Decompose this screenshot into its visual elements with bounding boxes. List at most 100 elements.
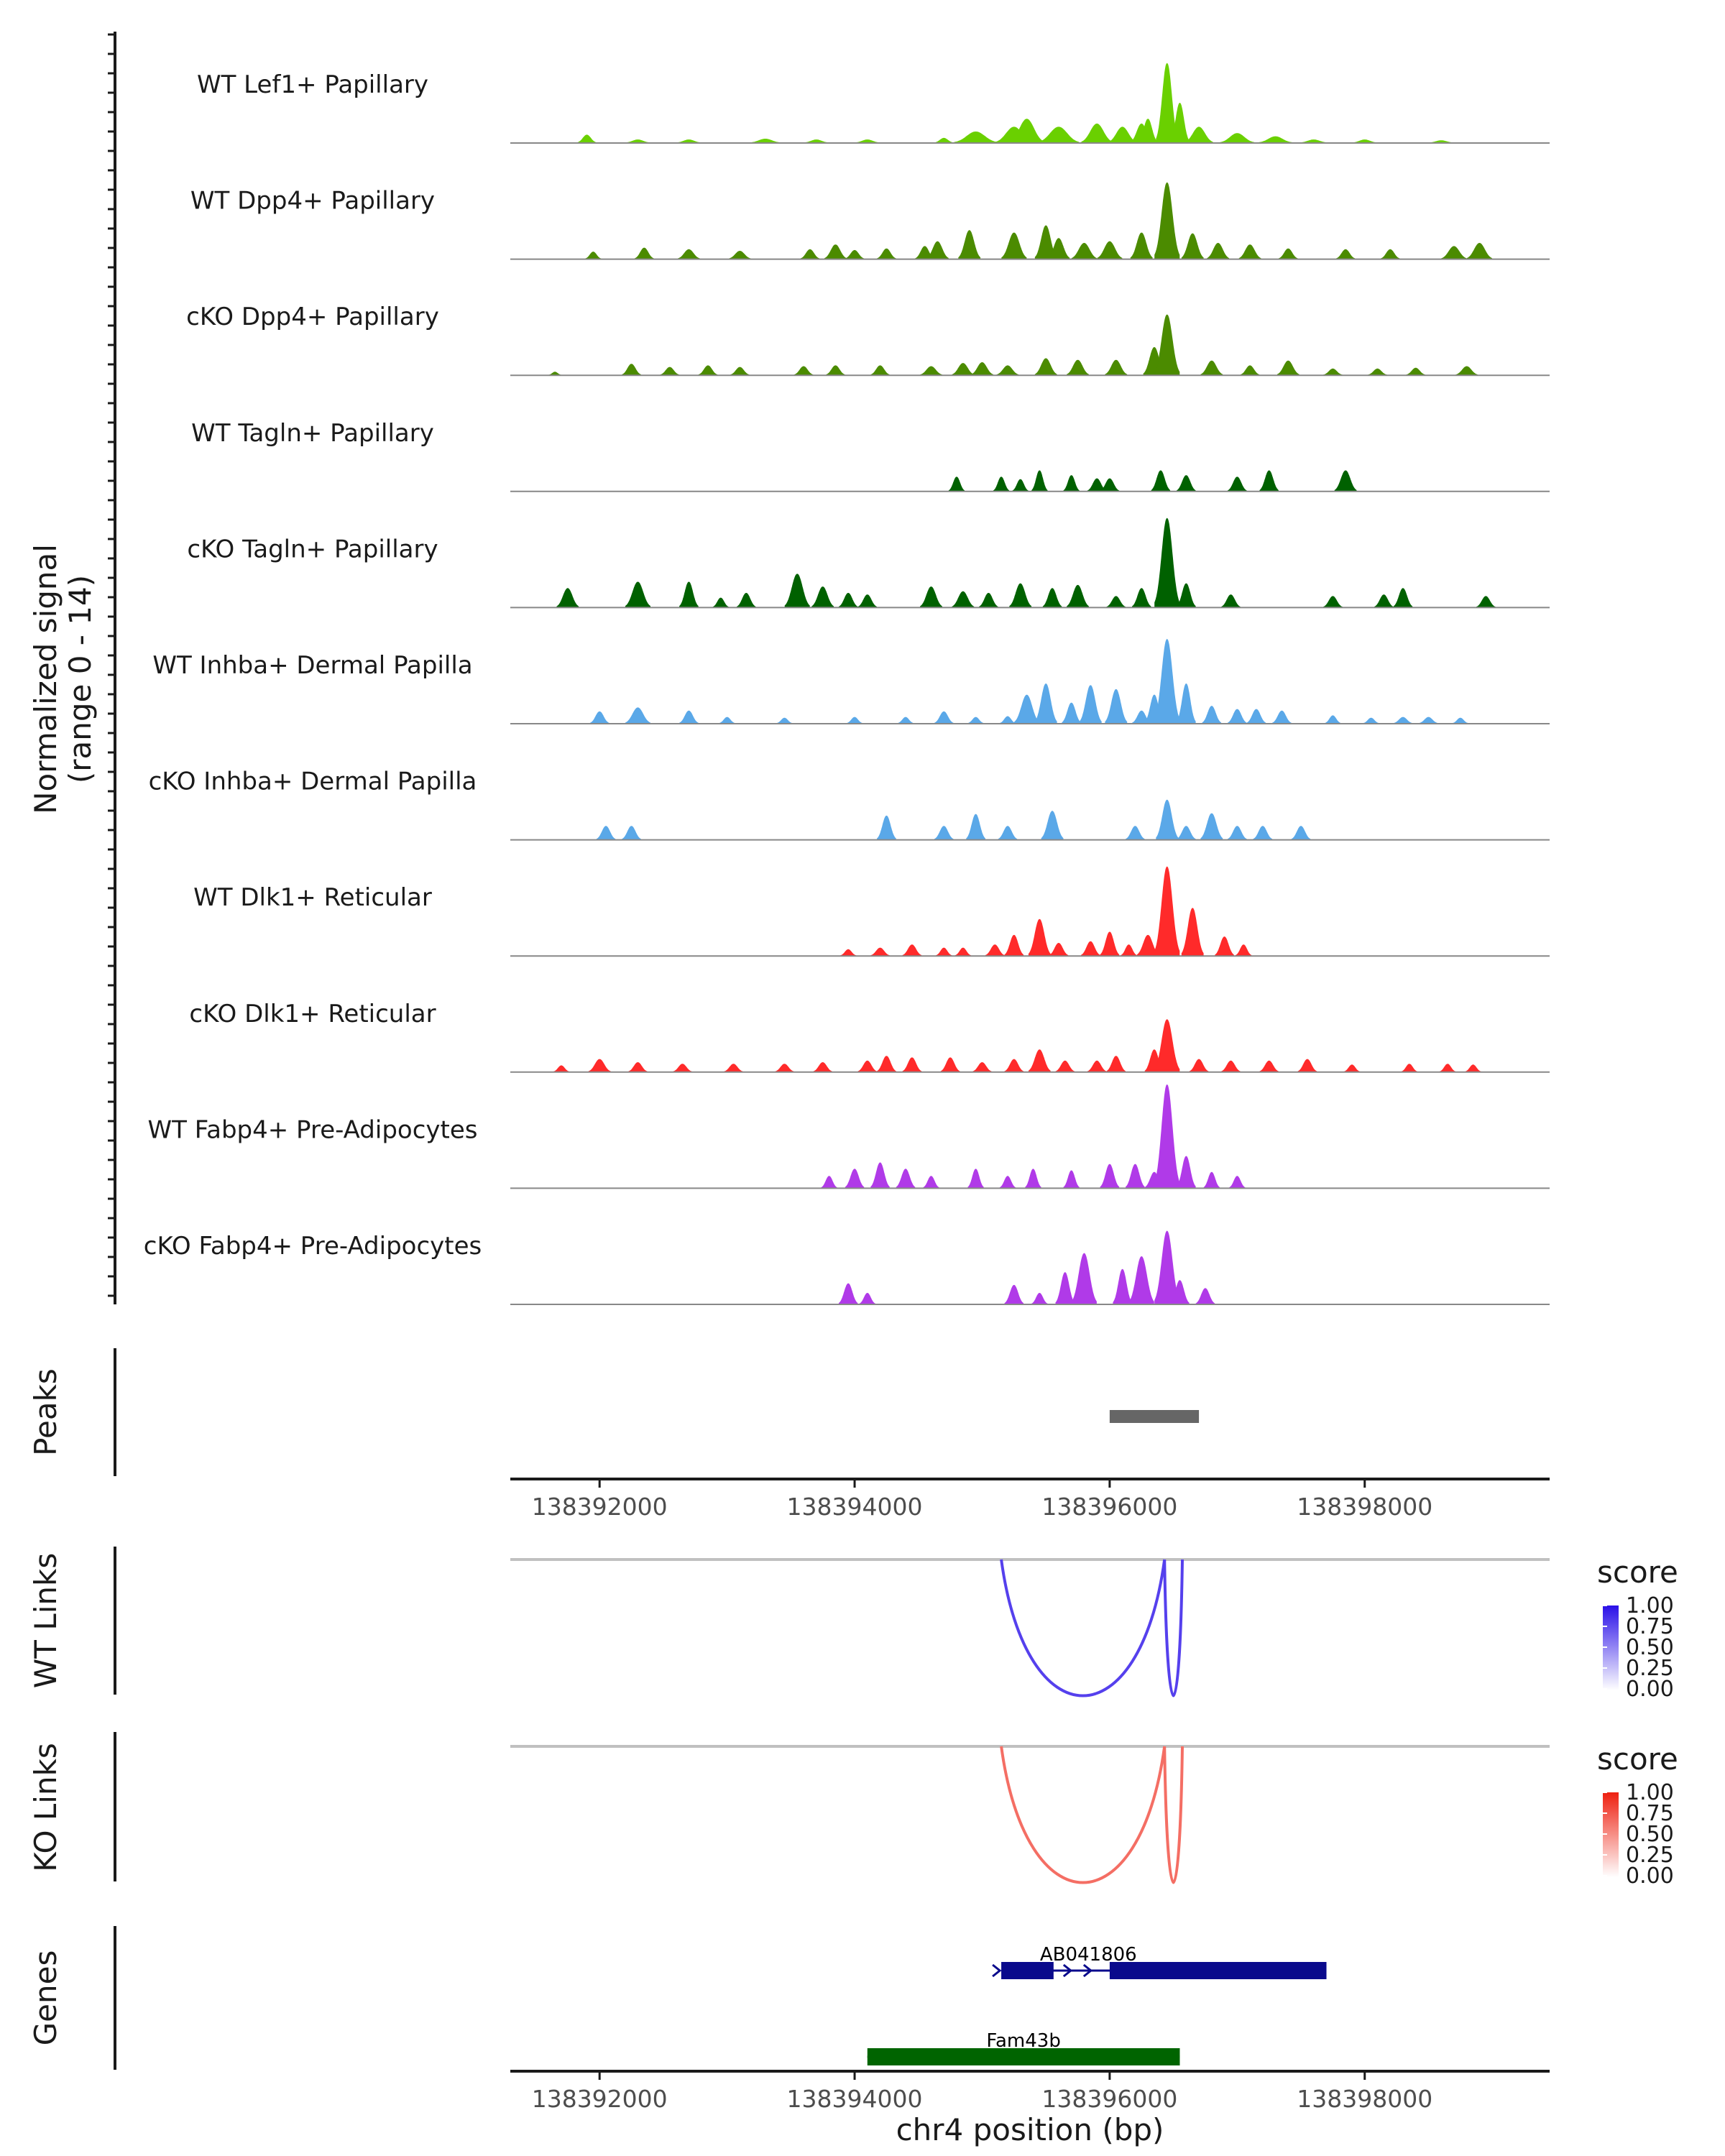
peaks-track-label: Peaks: [28, 1368, 63, 1456]
links-tracks: [510, 1558, 1550, 1884]
ko-legend-ticks: 1.000.750.500.250.00: [1603, 1780, 1674, 1889]
coverage-peak: [678, 249, 700, 260]
coverage-track: cKO Dpp4+ Papillary: [186, 303, 1550, 377]
coverage-peak: [1105, 688, 1128, 724]
coverage-peak: [719, 717, 735, 724]
coverage-peak: [1276, 360, 1300, 376]
coverage-peak: [1258, 136, 1293, 144]
coverage-peak: [1181, 233, 1204, 260]
coverage-peak: [585, 252, 602, 260]
coverage-peak: [877, 1056, 896, 1073]
coverage-peak: [1049, 942, 1069, 957]
coverage-peak: [1154, 866, 1180, 957]
coverage-peak: [877, 248, 896, 260]
coverage-peak: [877, 815, 896, 841]
coverage-peak: [1441, 246, 1467, 260]
coverage-peak: [948, 476, 965, 492]
coverage-peak: [857, 1060, 878, 1073]
coverage-peak: [1476, 596, 1496, 608]
coverage-track-label: WT Dlk1+ Reticular: [193, 883, 432, 912]
coverage-peak: [1228, 709, 1247, 724]
coverage-peak: [1439, 1064, 1456, 1073]
coverage-peak: [1041, 811, 1064, 841]
coverage-peak: [859, 1292, 875, 1305]
coverage-peak: [1297, 1059, 1317, 1073]
coverage-peak: [800, 249, 820, 260]
coverage-peak: [553, 1065, 570, 1073]
coverage-peak: [1047, 238, 1070, 260]
coverage-peak: [1466, 242, 1492, 260]
coverage-peak: [821, 1176, 837, 1189]
x-axis-tick-label: 138394000: [787, 2085, 923, 2113]
coverage-track-label: cKO Dpp4+ Papillary: [186, 303, 439, 331]
coverage-peak: [838, 1283, 858, 1305]
coverage-track-label: WT Fabp4+ Pre-Adipocytes: [148, 1115, 478, 1144]
coverage-peak: [1181, 908, 1204, 957]
wt-links-legend: score 1.000.750.500.250.00: [1597, 1554, 1678, 1702]
coverage-peak: [811, 586, 834, 608]
coverage-peak: [673, 1064, 692, 1073]
x-axis-tick-label: 138392000: [532, 2085, 668, 2113]
coverage-peak: [724, 1064, 743, 1073]
wt-legend-title: score: [1597, 1554, 1678, 1590]
links-track: [510, 1558, 1550, 1697]
coverage-peak: [1323, 596, 1343, 608]
coverage-peak: [1177, 826, 1196, 841]
coverage-track: WT Inhba+ Dermal Papilla: [152, 638, 1550, 724]
coverage-peak: [1063, 1170, 1080, 1189]
coverage-peak: [902, 1057, 922, 1073]
coverage-peak: [920, 366, 942, 376]
legend-tick-label: 1.00: [1626, 1593, 1674, 1618]
legend-tick-label: 1.00: [1626, 1780, 1674, 1805]
coverage-track: WT Fabp4+ Pre-Adipocytes: [148, 1084, 1550, 1189]
coverage-peak: [1025, 1169, 1041, 1189]
coverage-peak: [1229, 1176, 1246, 1189]
coverage-peak: [1154, 314, 1180, 376]
coverage-peak: [1004, 1059, 1024, 1073]
coverage-peak: [1325, 715, 1341, 724]
coverage-peak: [1401, 1064, 1417, 1073]
coverage-peak: [1207, 242, 1230, 260]
coverage-peak: [730, 367, 750, 376]
genes-track-label: Genes: [28, 1950, 63, 2046]
coverage-peak: [1012, 479, 1029, 492]
coverage-peak: [971, 361, 993, 376]
coverage-peak: [826, 365, 845, 376]
coverage-peak: [1363, 717, 1379, 724]
coverage-peak: [1113, 1268, 1132, 1305]
coverage-peak: [1106, 1056, 1126, 1073]
coverage-peak: [1154, 517, 1180, 608]
coverage-peak: [712, 597, 729, 608]
coverage-peak: [775, 1064, 794, 1073]
coverage-peak: [1055, 1060, 1075, 1073]
coverage-peak: [1034, 358, 1057, 376]
coverage-peak: [1228, 826, 1247, 841]
coverage-peak: [1121, 944, 1137, 957]
legend-tick-label: 0.00: [1626, 1864, 1674, 1889]
coverage-peak: [1126, 1164, 1145, 1189]
link-arc: [1000, 1559, 1167, 1697]
coverage-peak: [660, 367, 680, 376]
coverage-peak: [1170, 1280, 1190, 1305]
coverage-peak: [940, 1057, 960, 1073]
coverage-peak: [838, 592, 858, 608]
gene-exon: [1001, 1962, 1054, 1979]
coverage-peak: [845, 249, 865, 260]
coverage-peak: [993, 476, 1010, 492]
coverage-peak: [1259, 1060, 1279, 1073]
coverage-peak: [1200, 360, 1223, 376]
coverage-peak: [1335, 249, 1356, 260]
coverage-peak: [1106, 596, 1126, 608]
coverage-peak: [926, 241, 949, 260]
coverage-peak: [622, 364, 641, 376]
coverage-peak: [1067, 359, 1089, 376]
coverage-peak: [596, 826, 616, 841]
coverage-peak: [1071, 242, 1097, 260]
coverage-peak: [954, 131, 998, 144]
coverage-peak: [1004, 1284, 1024, 1305]
gene: AB041806: [992, 1944, 1327, 1979]
coverage-peak: [625, 707, 650, 724]
coverage-peak: [1177, 683, 1196, 724]
coverage-peak: [967, 1169, 984, 1189]
